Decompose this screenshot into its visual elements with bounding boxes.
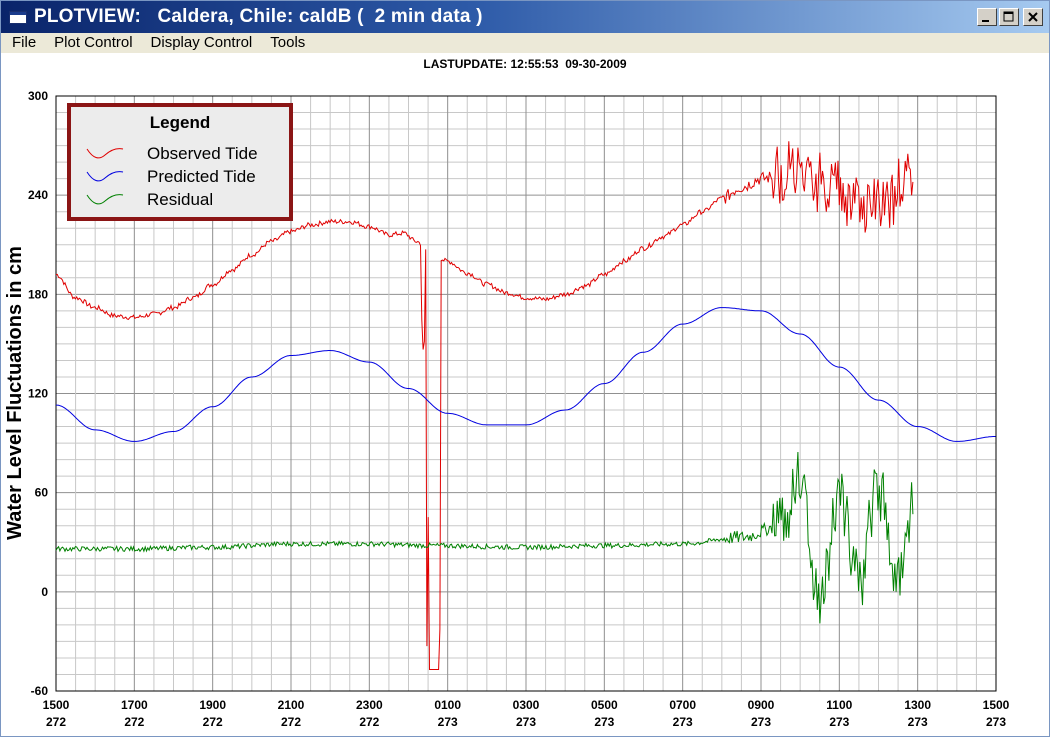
x-tick-day-label: 273 (829, 715, 849, 729)
legend-label-predicted: Predicted Tide (147, 167, 256, 186)
x-tick-time-label: 1300 (904, 698, 931, 712)
minimize-icon (982, 20, 989, 22)
maximize-button[interactable] (999, 8, 1019, 26)
x-tick-time-label: 1700 (121, 698, 148, 712)
x-tick-time-label: 2100 (278, 698, 305, 712)
x-tick-day-label: 273 (594, 715, 614, 729)
series-residual (55, 451, 914, 624)
close-icon (1028, 12, 1038, 22)
legend-item-observed: Observed Tide (85, 143, 258, 165)
series-observed-tide (55, 141, 914, 670)
x-tick-time-label: 0500 (591, 698, 618, 712)
x-tick-day-label: 272 (359, 715, 379, 729)
close-button[interactable] (1023, 8, 1043, 26)
observed-tide-swatch (86, 148, 124, 159)
menu-bar: File Plot Control Display Control Tools (1, 33, 1049, 53)
menu-plot-control[interactable]: Plot Control (54, 34, 133, 51)
legend-item-predicted: Predicted Tide (85, 166, 256, 188)
y-tick-label: 0 (41, 585, 48, 599)
x-tick-day-label: 273 (673, 715, 693, 729)
title-bar[interactable]: PLOTVIEW: Caldera, Chile: caldB ( 2 min … (1, 1, 1049, 33)
y-tick-label: 240 (28, 188, 48, 202)
app-window-icon (9, 10, 27, 24)
minimize-button[interactable] (977, 8, 997, 26)
y-tick-label: 60 (35, 486, 49, 500)
legend-item-residual: Residual (85, 189, 213, 211)
y-tick-label: 120 (28, 387, 48, 401)
x-tick-time-label: 1500 (983, 698, 1010, 712)
menu-tools[interactable]: Tools (270, 34, 306, 51)
y-tick-label: 180 (28, 287, 48, 301)
x-tick-day-label: 273 (908, 715, 928, 729)
x-tick-time-label: 1100 (826, 698, 852, 712)
window-controls (977, 8, 1043, 26)
x-tick-time-label: 1900 (199, 698, 226, 712)
x-tick-day-label: 273 (751, 715, 771, 729)
x-tick-time-label: 0300 (513, 698, 540, 712)
legend-box: Legend Observed Tide Predicted Tide Resi… (67, 103, 293, 221)
x-tick-time-label: 0100 (434, 698, 461, 712)
legend-title: Legend (149, 113, 211, 132)
x-tick-day-label: 273 (438, 715, 458, 729)
predicted-tide-swatch (86, 171, 124, 182)
x-tick-day-label: 272 (203, 715, 223, 729)
last-update-text: LASTUPDATE: 12:55:53 09-30-2009 (423, 57, 627, 71)
residual-swatch (86, 194, 124, 205)
x-tick-time-label: 0900 (748, 698, 775, 712)
x-tick-time-label: 2300 (356, 698, 383, 712)
y-tick-label: 300 (28, 89, 48, 103)
maximize-icon (1003, 11, 1014, 22)
x-tick-day-label: 273 (516, 715, 536, 729)
series-predicted-tide (56, 307, 996, 442)
legend-label-residual: Residual (147, 190, 214, 209)
window-title: PLOTVIEW: Caldera, Chile: caldB ( 2 min … (34, 6, 483, 27)
menu-file[interactable]: File (12, 34, 37, 51)
legend-label-observed: Observed Tide (147, 144, 258, 163)
x-tick-day-label: 272 (46, 715, 66, 729)
menu-display-control[interactable]: Display Control (150, 34, 253, 51)
last-update-label: LASTUPDATE: 12:55:53 09-30-2009 (1, 57, 1049, 71)
x-tick-time-label: 1500 (43, 698, 70, 712)
x-tick-day-label: 273 (986, 715, 1006, 729)
y-tick-label: -60 (31, 684, 49, 698)
x-tick-day-label: 272 (281, 715, 301, 729)
x-tick-day-label: 272 (124, 715, 144, 729)
x-tick-time-label: 0700 (669, 698, 696, 712)
plot-frame (55, 95, 997, 692)
y-axis-label: Water Level Fluctuations in cm (4, 246, 26, 540)
